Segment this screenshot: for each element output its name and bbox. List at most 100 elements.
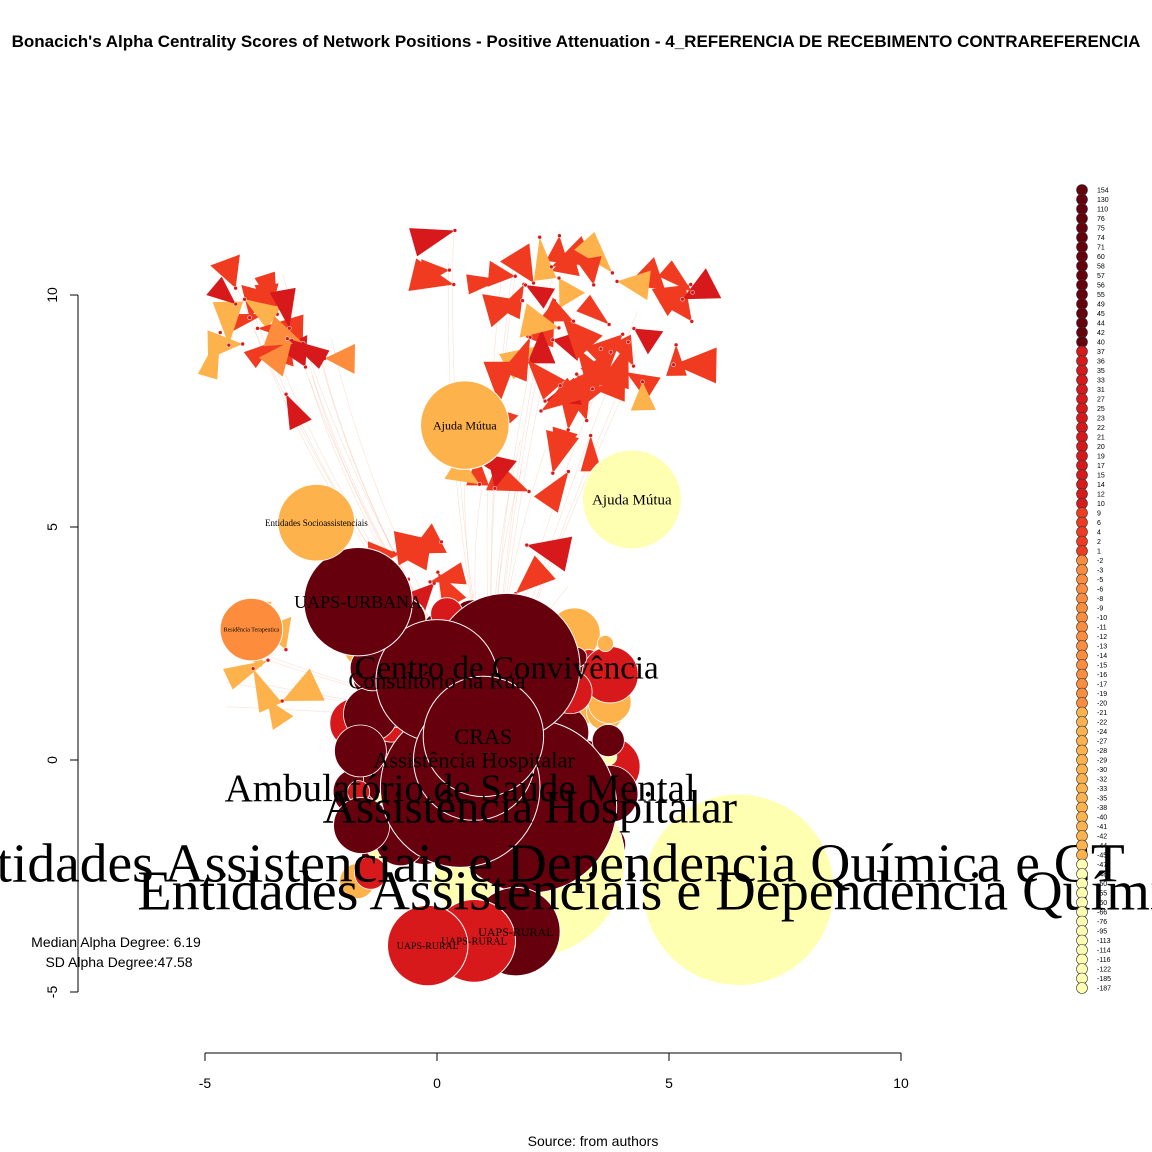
minor-node xyxy=(531,280,536,286)
legend-label: 75 xyxy=(1097,226,1105,233)
minor-node xyxy=(447,267,452,273)
minor-node xyxy=(435,569,441,575)
edge-arrowhead xyxy=(600,341,629,390)
minor-node xyxy=(571,318,576,324)
minor-node xyxy=(690,290,695,295)
edge-arrowhead xyxy=(659,284,692,322)
edge-arrowhead xyxy=(430,562,467,585)
legend-label: -116 xyxy=(1097,957,1111,964)
minor-node xyxy=(452,228,458,233)
minor-node xyxy=(566,469,571,474)
legend-label: 130 xyxy=(1097,197,1109,204)
legend-label: -66 xyxy=(1097,910,1107,917)
edge-arrowhead xyxy=(324,343,356,374)
minor-node xyxy=(303,364,308,370)
legend-label: -35 xyxy=(1097,796,1107,803)
edge-arrowhead xyxy=(393,531,442,566)
minor-node xyxy=(588,433,593,438)
edge-arrowhead xyxy=(658,260,693,293)
x-tick-label: -5 xyxy=(199,1075,212,1091)
legend-label: -9 xyxy=(1097,606,1103,613)
network-node xyxy=(219,597,284,662)
legend-label: -11 xyxy=(1097,625,1107,632)
edge-arrowhead xyxy=(527,329,556,364)
y-tick-label: -5 xyxy=(44,986,60,999)
edge-arrowhead xyxy=(212,301,244,346)
edge-arrowhead xyxy=(253,668,282,713)
minor-node xyxy=(285,336,290,341)
legend-label: -55 xyxy=(1097,891,1107,898)
legend-label: 25 xyxy=(1097,406,1105,413)
legend-label: -185 xyxy=(1097,976,1111,983)
minor-node xyxy=(598,346,604,352)
edge-arrowhead xyxy=(633,328,664,355)
legend-label: -48 xyxy=(1097,872,1107,879)
legend-label: -6 xyxy=(1097,587,1103,594)
legend-label: 22 xyxy=(1097,425,1105,432)
legend-label: -30 xyxy=(1097,767,1107,774)
node-label: Entidades Assistenciais e Dependencia Qu… xyxy=(0,833,1125,894)
legend-label: -29 xyxy=(1097,758,1107,765)
minor-node xyxy=(527,335,533,340)
edge-arrowhead xyxy=(526,536,573,572)
node-label: UAPS-RURAL xyxy=(441,937,507,948)
legend-label: 58 xyxy=(1097,264,1105,271)
legend-label: 19 xyxy=(1097,454,1105,461)
minor-node xyxy=(542,398,548,404)
network-node xyxy=(277,483,356,562)
network-node xyxy=(303,546,413,657)
legend-label: -50 xyxy=(1097,881,1107,888)
legend-label: 9 xyxy=(1097,511,1101,518)
minor-node xyxy=(584,418,589,423)
network-node xyxy=(581,449,682,550)
minor-node xyxy=(591,282,596,288)
legend-label: -95 xyxy=(1097,929,1107,936)
labeled-nodes xyxy=(219,380,835,987)
node-label: Ajuda Mútua xyxy=(433,418,497,432)
edge-arrowhead xyxy=(421,259,450,285)
edge-arrowhead xyxy=(617,270,651,301)
minor-node xyxy=(283,647,289,652)
node-label: Consultório na Rua xyxy=(348,669,525,694)
edge-arrowhead xyxy=(267,699,294,731)
legend-label: 35 xyxy=(1097,368,1105,375)
node-labels: Entidades Assistenciais e Dependencia Qu… xyxy=(0,418,1152,952)
minor-node xyxy=(477,481,482,487)
legend-label: -113 xyxy=(1097,938,1111,945)
legend-label: 20 xyxy=(1097,444,1105,451)
legend-label: 15 xyxy=(1097,473,1105,480)
node-label: UAPS-RURAL xyxy=(478,925,553,939)
minor-node xyxy=(556,275,562,281)
edge-arrowhead xyxy=(673,347,717,384)
minor-node xyxy=(439,539,444,545)
minor-node xyxy=(334,724,387,778)
minor-node xyxy=(233,301,238,307)
edge-arrowhead xyxy=(519,303,559,338)
edge-arrowhead xyxy=(559,278,586,309)
legend-label: -16 xyxy=(1097,672,1107,679)
legend-label: -12 xyxy=(1097,634,1107,641)
chart-title: Bonacich's Alpha Centrality Scores of Ne… xyxy=(12,32,1141,51)
legend-label: -45 xyxy=(1097,853,1107,860)
legend-label: 12 xyxy=(1097,492,1105,499)
legend-label: 74 xyxy=(1097,235,1105,242)
minor-node xyxy=(610,270,615,276)
legend-label: 55 xyxy=(1097,292,1105,299)
legend-label: -40 xyxy=(1097,815,1107,822)
legend-label: -3 xyxy=(1097,568,1103,575)
legend-label: -19 xyxy=(1097,691,1107,698)
legend-label: 76 xyxy=(1097,216,1105,223)
legend-label: 1 xyxy=(1097,549,1101,556)
legend-label: 17 xyxy=(1097,463,1105,470)
edge-arrowhead xyxy=(580,435,602,472)
legend-label: -17 xyxy=(1097,682,1107,689)
node-label: Assistência Hospitalar xyxy=(323,781,737,832)
legend-label: 154 xyxy=(1097,188,1109,195)
node-label: CRAS xyxy=(454,724,512,749)
legend-label: -14 xyxy=(1097,653,1107,660)
edge-arrowhead xyxy=(401,583,435,617)
minor-node xyxy=(620,332,625,337)
legend-label: 6 xyxy=(1097,520,1101,527)
network-node xyxy=(422,675,545,798)
minor-node xyxy=(550,470,556,476)
